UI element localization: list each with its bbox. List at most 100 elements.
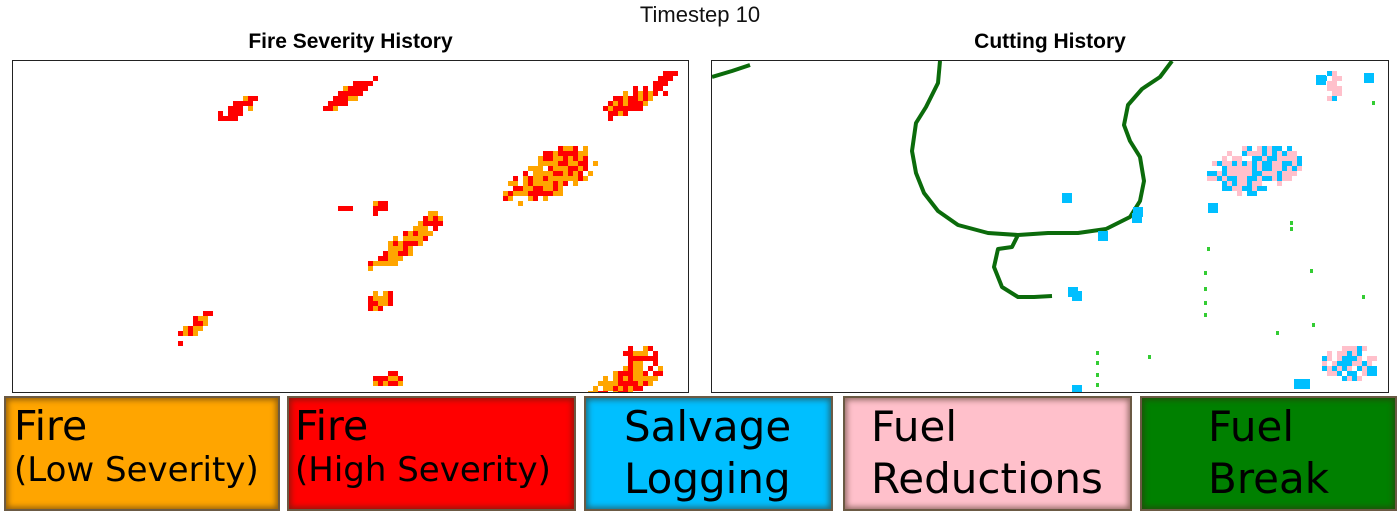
- fuel-reduction-cell: [1362, 366, 1367, 371]
- fuel-reduction-cell: [1252, 181, 1257, 186]
- fire-high-cell: [368, 301, 373, 306]
- fire-high-cell: [423, 216, 428, 221]
- fire-high-cell: [363, 81, 368, 86]
- fire-high-cell: [633, 96, 638, 101]
- fire-high-cell: [563, 181, 568, 186]
- fire-high-cell: [533, 186, 538, 191]
- fire-low-cell: [553, 191, 558, 196]
- salvage-cell: [1272, 151, 1277, 156]
- fire-high-cell: [573, 166, 578, 171]
- salvage-cell: [1352, 376, 1357, 381]
- salvage-cell: [1277, 146, 1282, 151]
- fire-low-cell: [638, 91, 643, 96]
- salvage-cell: [1357, 351, 1362, 356]
- fire-high-cell: [548, 191, 553, 196]
- salvage-cell: [1133, 207, 1143, 217]
- fire-high-cell: [228, 116, 233, 121]
- fuel-reduction-cell: [1242, 166, 1247, 171]
- fuel-reduction-cell: [1342, 351, 1347, 356]
- fire-low-cell: [578, 151, 583, 156]
- salvage-cell: [1247, 191, 1252, 196]
- fire-high-cell: [353, 86, 358, 91]
- fire-high-cell: [248, 101, 253, 106]
- fire-high-cell: [373, 76, 378, 81]
- fire-high-cell: [233, 106, 238, 111]
- fuel-reduction-cell: [1327, 366, 1332, 371]
- salvage-cell: [1217, 176, 1222, 181]
- fire-low-cell: [613, 381, 618, 386]
- legend-label-line1: Fire: [14, 402, 88, 450]
- fire-low-cell: [513, 191, 518, 196]
- fire-high-cell: [533, 196, 538, 201]
- salvage-cell: [1327, 71, 1332, 76]
- fire-high-cell: [643, 356, 648, 361]
- fire-high-cell: [343, 206, 348, 211]
- fire-low-cell: [548, 161, 553, 166]
- fire-high-cell: [423, 221, 428, 226]
- fire-high-cell: [348, 91, 353, 96]
- fuel-reduction-cell: [1357, 376, 1362, 381]
- fire-low-cell: [383, 381, 388, 386]
- fire-high-cell: [388, 371, 393, 376]
- fire-low-cell: [418, 241, 423, 246]
- salvage-cell: [1364, 73, 1374, 83]
- fire-high-cell: [438, 221, 443, 226]
- fire-low-cell: [568, 176, 573, 181]
- fire-high-cell: [643, 86, 648, 91]
- fuel-reduction-cell: [1232, 171, 1237, 176]
- fire-high-cell: [343, 101, 348, 106]
- fire-low-cell: [593, 161, 598, 166]
- fire-high-cell: [193, 316, 198, 321]
- fire-low-cell: [633, 361, 638, 366]
- fuel-reduction-cell: [1267, 151, 1272, 156]
- fire-low-cell: [553, 161, 558, 166]
- fire-low-cell: [543, 186, 548, 191]
- salvage-cell: [1347, 356, 1352, 361]
- fuel-reduction-cell: [1237, 156, 1242, 161]
- fire-low-cell: [538, 181, 543, 186]
- legend-label-line2: Break: [1208, 454, 1330, 503]
- fuel-reduction-cell: [1237, 176, 1242, 181]
- fuel-reduction-cell: [1277, 181, 1282, 186]
- fire-high-cell: [618, 101, 623, 106]
- fire-high-cell: [563, 156, 568, 161]
- fire-high-cell: [398, 251, 403, 256]
- fire-low-cell: [503, 191, 508, 196]
- fuel-reduction-cell: [1237, 171, 1242, 176]
- fire-low-cell: [383, 291, 388, 296]
- fire-low-cell: [548, 181, 553, 186]
- fire-high-cell: [503, 196, 508, 201]
- fire-high-cell: [373, 211, 378, 216]
- fire-low-cell: [558, 191, 563, 196]
- fire-low-cell: [568, 146, 573, 151]
- fire-high-cell: [348, 206, 353, 211]
- fire-high-cell: [568, 171, 573, 176]
- fire-high-cell: [338, 91, 343, 96]
- fire-low-cell: [423, 226, 428, 231]
- salvage-cell: [1362, 361, 1367, 366]
- fuel-reduction-cell: [1277, 166, 1282, 171]
- fuel-reduction-cell: [1237, 186, 1242, 191]
- fire-high-cell: [378, 256, 383, 261]
- fire-high-cell: [608, 116, 613, 121]
- fire-high-cell: [578, 161, 583, 166]
- fuel-reduction-cell: [1322, 361, 1327, 366]
- fire-low-cell: [593, 391, 598, 392]
- fire-low-cell: [333, 106, 338, 111]
- fuel-reduction-cell: [1207, 176, 1212, 181]
- fire-low-cell: [548, 176, 553, 181]
- salvage-cell: [1262, 176, 1267, 181]
- fire-low-cell: [638, 96, 643, 101]
- fire-low-cell: [583, 176, 588, 181]
- salvage-cell: [1267, 176, 1272, 181]
- fire-low-cell: [533, 176, 538, 181]
- fire-high-cell: [618, 381, 623, 386]
- fuel-reduction-cell: [1297, 166, 1302, 171]
- fire-low-cell: [608, 106, 613, 111]
- fire-high-cell: [338, 101, 343, 106]
- fire-high-cell: [663, 76, 668, 81]
- fire-low-cell: [243, 96, 248, 101]
- fire-high-cell: [638, 106, 643, 111]
- fire-high-cell: [623, 351, 628, 356]
- fire-low-cell: [543, 196, 548, 201]
